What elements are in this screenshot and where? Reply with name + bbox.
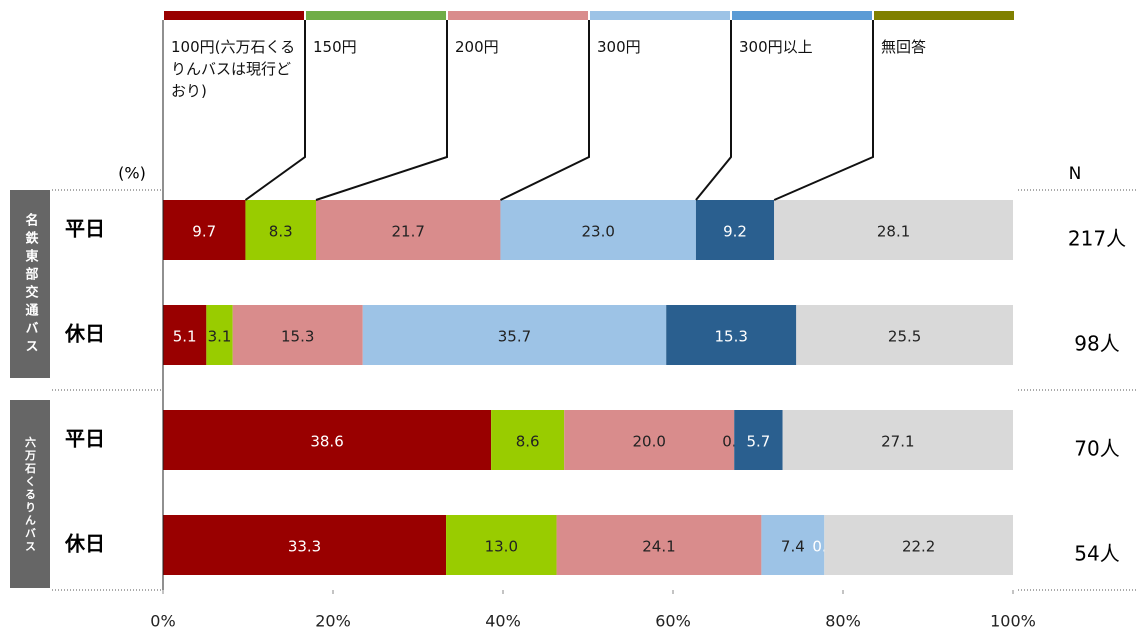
bar-segment — [245, 200, 316, 260]
value-label: 23.0 — [581, 223, 614, 241]
group-box — [10, 190, 50, 378]
legend-swatch — [732, 11, 872, 20]
value-label: 5.7 — [746, 433, 770, 451]
n-header: N — [1069, 164, 1082, 184]
value-label: 9.7 — [192, 223, 216, 241]
group-label: 六万石くるりんバス — [24, 435, 38, 553]
bar-segment — [695, 200, 775, 260]
category-label: 平日 — [65, 217, 105, 241]
legend-label: 300円 — [597, 38, 641, 56]
legend-swatch — [874, 11, 1014, 20]
category-label: 平日 — [65, 427, 105, 451]
x-tick-label: 80% — [825, 612, 861, 631]
value-label: 21.7 — [392, 223, 425, 241]
value-label: 24.1 — [642, 538, 675, 556]
leader-line — [500, 20, 590, 201]
leader-line — [315, 20, 448, 201]
bar-segment — [734, 410, 783, 470]
value-label: 20.0 — [632, 433, 665, 451]
n-label: 54人 — [1074, 542, 1119, 566]
bar-segment — [774, 200, 1013, 260]
value-label: 13.0 — [485, 538, 518, 556]
category-label: 休日 — [64, 532, 105, 556]
legend-item: 300円 — [597, 38, 641, 56]
bar-segment — [163, 305, 207, 365]
value-label: 15.3 — [281, 328, 314, 346]
value-label: 9.2 — [723, 223, 747, 241]
legend-item: 100円(六万石くるりんバスは現行どおり) — [171, 38, 296, 100]
legend-item: 無回答 — [881, 38, 927, 56]
leader-line — [244, 20, 306, 201]
legend-item: 150円 — [313, 38, 357, 56]
bar-segment — [564, 410, 735, 470]
legend-swatch — [164, 11, 304, 20]
bar-segment — [491, 410, 565, 470]
n-label: 98人 — [1074, 332, 1119, 356]
x-tick-label: 40% — [485, 612, 521, 631]
legend-item: 200円 — [455, 38, 499, 56]
group-label: 名鉄東部交通バス — [23, 212, 39, 357]
value-label: 35.7 — [498, 328, 531, 346]
x-tick-label: 60% — [655, 612, 691, 631]
bar-segment — [446, 515, 557, 575]
legend-label: 200円 — [455, 38, 499, 56]
value-label: 27.1 — [881, 433, 914, 451]
value-label: 8.6 — [516, 433, 540, 451]
value-label: 3.1 — [208, 328, 232, 346]
x-tick-label: 100% — [990, 612, 1036, 631]
legend-label: 300円以上 — [739, 38, 813, 56]
legend-label: 100円(六万石くるりんバスは現行どおり) — [171, 38, 296, 100]
bar-segment — [316, 200, 501, 260]
legend-swatch — [448, 11, 588, 20]
bar-segment — [232, 305, 363, 365]
bar-segment — [500, 200, 696, 260]
value-label: 15.3 — [715, 328, 748, 346]
value-label: 5.1 — [173, 328, 197, 346]
bar-segment — [163, 410, 492, 470]
value-label: 28.1 — [877, 223, 910, 241]
leader-line — [773, 20, 874, 201]
bar-segment — [556, 515, 762, 575]
category-label: 休日 — [64, 322, 105, 346]
n-label: 70人 — [1074, 437, 1119, 461]
legend-swatch — [590, 11, 730, 20]
value-label: 7.4 — [781, 538, 805, 556]
bar-segment — [761, 515, 825, 575]
bar-segment — [796, 305, 1013, 365]
value-label: 22.2 — [902, 538, 935, 556]
bar-segment — [666, 305, 797, 365]
bar-segment — [163, 515, 447, 575]
bar-segment — [206, 305, 233, 365]
bar-segment — [782, 410, 1013, 470]
value-label: 33.3 — [288, 538, 321, 556]
legend-label: 無回答 — [881, 38, 927, 56]
n-label: 217人 — [1068, 227, 1126, 251]
unit-label: (%) — [118, 164, 146, 183]
bar-segment — [163, 200, 246, 260]
value-label: 38.6 — [310, 433, 343, 451]
value-label: 25.5 — [888, 328, 921, 346]
x-tick-label: 20% — [315, 612, 351, 631]
value-label: 8.3 — [269, 223, 293, 241]
legend-swatch — [306, 11, 446, 20]
legend-item: 300円以上 — [739, 38, 813, 56]
x-tick-label: 0% — [150, 612, 175, 631]
group-box — [10, 400, 50, 588]
leader-line — [695, 20, 732, 201]
legend-label: 150円 — [313, 38, 357, 56]
bar-segment — [362, 305, 667, 365]
bar-segment — [824, 515, 1013, 575]
